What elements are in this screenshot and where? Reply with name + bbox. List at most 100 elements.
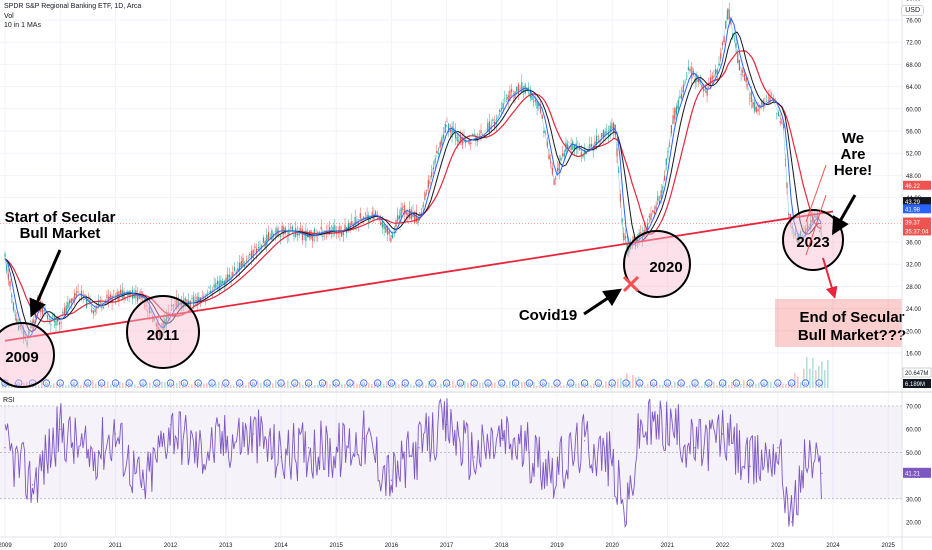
candle-body xyxy=(239,262,241,271)
candle-body xyxy=(529,89,531,98)
wedge-line-upper xyxy=(805,164,827,223)
volume-bar xyxy=(482,382,484,388)
candle-body xyxy=(499,110,501,113)
candle-body xyxy=(573,145,576,149)
price-point xyxy=(159,330,161,332)
volume-bar xyxy=(797,376,799,388)
candle-body xyxy=(815,216,817,219)
candle-body xyxy=(818,231,820,233)
candle-body xyxy=(130,293,132,295)
candle-body xyxy=(315,235,317,237)
price-tick-label: 76.00 xyxy=(906,19,922,25)
candle-body xyxy=(660,190,662,199)
candle-body xyxy=(21,328,23,329)
volume-bar xyxy=(347,385,349,388)
dividend-marker-glyph: D xyxy=(790,381,793,386)
volume-bar xyxy=(149,382,151,388)
dividend-marker-glyph: D xyxy=(321,381,324,386)
dividend-marker-glyph: D xyxy=(169,381,172,386)
volume-bar xyxy=(209,385,211,388)
candle-body xyxy=(145,306,147,307)
price-badge-5: 35:37:04 xyxy=(905,229,929,235)
candle-body xyxy=(776,113,778,114)
dividend-marker xyxy=(180,379,188,387)
candle-body xyxy=(657,195,659,201)
volume-bar xyxy=(452,380,454,388)
dividend-marker xyxy=(649,379,658,387)
candle-body xyxy=(779,121,781,124)
candle-body xyxy=(538,102,540,107)
price-point xyxy=(225,280,227,282)
price-tick-label: 68.00 xyxy=(906,63,922,69)
currency-button[interactable]: USD xyxy=(901,5,924,16)
dividend-marker xyxy=(539,379,547,387)
price-point xyxy=(614,124,616,126)
candle-body xyxy=(800,231,802,238)
price-tick-label: 72.00 xyxy=(906,41,922,47)
candle-body xyxy=(606,128,608,130)
candle-body xyxy=(813,215,815,217)
candle-body xyxy=(103,306,105,308)
candle-body xyxy=(575,143,577,150)
covid-x-mark-b xyxy=(622,275,640,293)
volume-bar xyxy=(287,380,289,388)
volume-bar xyxy=(827,359,829,388)
time-tick-label: 2017 xyxy=(440,543,454,549)
volume-bar xyxy=(146,383,148,388)
volume-bar xyxy=(494,382,496,388)
candle-body xyxy=(624,236,627,239)
rsi-point xyxy=(87,456,89,458)
candle-body xyxy=(74,293,76,300)
volume-bar xyxy=(743,380,745,388)
volume-bar xyxy=(167,384,169,388)
price-point xyxy=(804,230,806,232)
price-point xyxy=(390,235,392,237)
candle-body xyxy=(444,123,446,133)
candle-body xyxy=(189,300,191,308)
candle-body xyxy=(403,205,406,215)
price-point xyxy=(672,119,674,121)
dividend-marker xyxy=(139,379,147,387)
volume-bar xyxy=(680,385,682,388)
candle-body xyxy=(446,121,448,122)
candle-body xyxy=(723,36,725,42)
label-we-are-line-1: Are xyxy=(840,146,865,163)
volume-bar xyxy=(554,385,556,388)
dividend-marker xyxy=(304,379,313,387)
volume-bar xyxy=(176,382,178,388)
candle-body xyxy=(570,144,572,151)
candle-body xyxy=(120,289,122,294)
candle-body xyxy=(567,144,569,148)
volume-bar xyxy=(359,383,361,388)
rsi-point xyxy=(556,470,558,472)
volume-bar xyxy=(53,383,55,388)
price-point xyxy=(782,124,784,126)
dividend-marker xyxy=(718,379,727,387)
volume-bar xyxy=(548,382,550,388)
candle-body xyxy=(137,294,139,302)
volume-bar xyxy=(566,384,568,388)
time-tick-label: 2012 xyxy=(164,543,178,549)
price-tick-label: 60.00 xyxy=(906,107,922,113)
price-point xyxy=(324,230,326,232)
candle-body xyxy=(244,265,246,268)
volume-bar xyxy=(341,383,343,388)
dividend-marker-glyph: D xyxy=(597,381,600,386)
volume-bar xyxy=(674,381,676,388)
candle-body xyxy=(584,149,586,155)
candle-body xyxy=(126,293,128,294)
candle-body xyxy=(322,235,324,238)
candle-body xyxy=(290,227,292,229)
dividend-marker xyxy=(525,379,534,387)
candle-body xyxy=(148,306,151,314)
volume-bar xyxy=(389,385,391,388)
volume-bar xyxy=(716,385,718,388)
label-2011: 2011 xyxy=(147,327,180,344)
candle-body xyxy=(623,233,625,241)
candle-body xyxy=(456,136,458,142)
candle-body xyxy=(69,300,71,304)
price-tick-label: 48.00 xyxy=(906,174,922,180)
candle-body xyxy=(757,108,759,112)
